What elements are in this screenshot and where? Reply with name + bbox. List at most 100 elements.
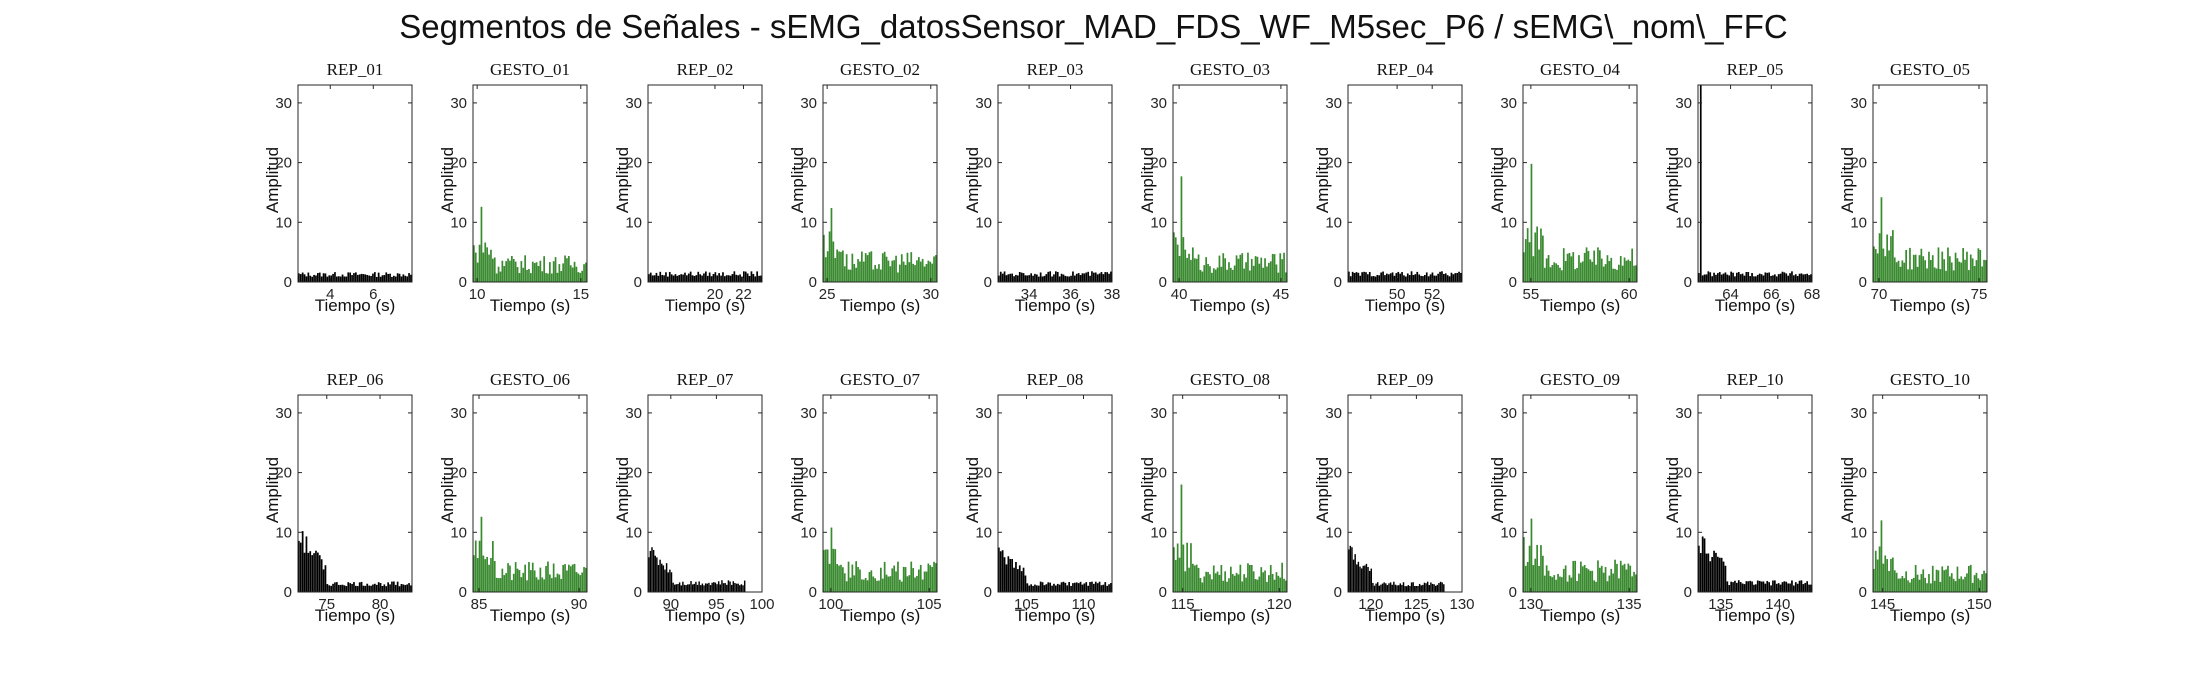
signal-bar xyxy=(665,563,668,592)
signal-bar xyxy=(1777,274,1780,282)
signal-bar xyxy=(1916,574,1919,592)
signal-bar xyxy=(1975,572,1978,592)
signal-bar xyxy=(998,275,1000,282)
signal-bar xyxy=(1756,580,1759,592)
signal-bar xyxy=(690,581,692,592)
signal-bar xyxy=(878,264,880,282)
signal-bar xyxy=(370,585,372,592)
signal-bar xyxy=(1950,573,1953,592)
signal-bar xyxy=(657,275,660,282)
signal-bar xyxy=(1075,273,1078,282)
signal-bar xyxy=(1249,270,1251,282)
signal-bar xyxy=(1443,584,1445,592)
axes-box xyxy=(647,84,763,283)
signal-bar xyxy=(501,260,504,282)
signal-bar xyxy=(899,264,901,282)
signal-bar xyxy=(1026,275,1029,282)
subplot-title: GESTO_05 xyxy=(1890,60,1970,79)
signal-bar xyxy=(1017,569,1019,592)
signal-bar xyxy=(1417,586,1419,592)
signal-bar xyxy=(482,252,485,282)
signal-bar xyxy=(366,583,369,592)
x-tick-label: 120 xyxy=(1358,596,1383,613)
signal-bar xyxy=(1528,545,1531,592)
signal-bar xyxy=(1557,573,1559,592)
signal-bar xyxy=(320,276,323,282)
signal-bar xyxy=(1070,275,1072,282)
signal-bar xyxy=(862,579,865,592)
signal-bar xyxy=(1542,555,1544,592)
subplot-title: GESTO_02 xyxy=(840,60,920,79)
signal-bar xyxy=(651,275,654,282)
y-tick-label: 0 xyxy=(1509,584,1517,601)
signal-bar xyxy=(868,252,871,282)
signal-bar xyxy=(1039,272,1042,282)
signal-bar xyxy=(550,273,553,282)
signal-bar xyxy=(1249,564,1251,592)
signal-bar xyxy=(1711,276,1714,282)
signal-bar xyxy=(927,260,930,282)
signal-bar xyxy=(1534,232,1537,282)
signal-bar xyxy=(550,578,553,592)
signal-bar xyxy=(1945,569,1947,592)
signal-bar xyxy=(1922,256,1925,282)
signal-bar xyxy=(1353,272,1356,282)
signal-bar xyxy=(1545,258,1548,282)
signal-bar xyxy=(393,581,395,592)
signal-bar xyxy=(309,551,312,592)
signal-bar xyxy=(1718,557,1721,592)
signal-bar xyxy=(1945,270,1947,282)
signal-bar xyxy=(1058,584,1061,592)
signal-bar xyxy=(526,580,528,592)
signal-bar xyxy=(339,276,342,282)
x-tick-label: 90 xyxy=(662,596,679,613)
signal-bar xyxy=(649,272,652,282)
x-tick-label: 110 xyxy=(1072,596,1096,613)
y-tick-label: 30 xyxy=(1675,405,1692,422)
signal-bar xyxy=(317,273,319,282)
signal-bar xyxy=(389,273,391,282)
signal-bar xyxy=(307,272,310,282)
signal-bar xyxy=(1958,261,1961,282)
signal-bar xyxy=(1404,586,1406,592)
signal-bar xyxy=(1599,250,1601,282)
signal-bar xyxy=(398,273,401,282)
signal-bar xyxy=(1015,274,1017,282)
signal-bar xyxy=(832,548,835,592)
signal-bar xyxy=(1570,256,1573,282)
signal-bar xyxy=(1924,260,1927,282)
subplot-title: REP_04 xyxy=(1376,60,1434,79)
signal-bar xyxy=(1448,276,1451,282)
signal-bar xyxy=(1540,545,1542,592)
signal-bar xyxy=(727,275,730,282)
subplot-rep-08: REP_08 Amplitud Tiempo (s) 0 10 20 30 105 110 xyxy=(935,370,1120,628)
signal-bar xyxy=(1174,237,1177,282)
signal-bar xyxy=(1937,570,1940,592)
signal-bar xyxy=(1578,255,1580,282)
signal-bar xyxy=(1091,581,1093,592)
x-tick-label: 6 xyxy=(369,286,377,303)
signal-bar xyxy=(1060,582,1063,592)
signal-bar xyxy=(1943,259,1946,282)
signal-bar xyxy=(1441,582,1443,592)
signal-bar xyxy=(744,271,747,282)
x-axis-label: Tiempo (s) xyxy=(1014,296,1096,315)
signal-bar xyxy=(1608,260,1611,282)
signal-bar xyxy=(1009,273,1012,282)
signal-bar xyxy=(885,574,888,592)
signal-bar xyxy=(1873,246,1875,282)
signal-bar xyxy=(904,264,907,282)
signal-bar xyxy=(1106,585,1109,592)
x-axis-label: Tiempo (s) xyxy=(1539,296,1621,315)
signal-bar xyxy=(341,274,344,282)
signal-bar xyxy=(1629,261,1632,282)
signal-bar xyxy=(935,563,937,592)
signal-bar xyxy=(1574,269,1577,282)
signal-bar xyxy=(535,262,538,282)
signal-bar xyxy=(1764,583,1767,592)
signal-bar xyxy=(1775,583,1778,592)
signal-bar xyxy=(727,580,730,592)
signal-bar xyxy=(334,582,336,592)
signal-bar xyxy=(678,582,681,592)
signal-bar xyxy=(701,583,704,592)
